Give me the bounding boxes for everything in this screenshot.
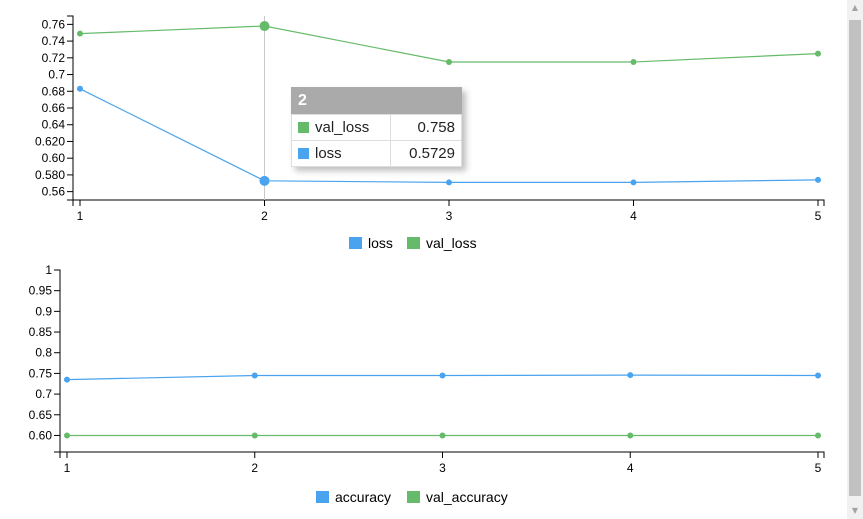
- chart-1: 0.56 0.580 0.60 0.620 0.64 0.66 0.68 0.7 0.72 0.7…: [35, 15, 825, 251]
- y-tick-label: 0.56: [42, 185, 66, 199]
- y-tick-label: 0.65: [29, 408, 53, 422]
- data-point-loss: [815, 176, 821, 183]
- data-point-loss: [446, 179, 452, 186]
- data-point-accuracy: [815, 372, 821, 379]
- data-point-val-accuracy: [251, 432, 258, 439]
- y-tick-label: 0.8: [35, 346, 52, 360]
- y-tick-label: 0.95: [29, 284, 53, 298]
- y-tick-label: 0.66: [42, 101, 66, 115]
- x-tick-label: 5: [815, 461, 822, 475]
- data-point-val-accuracy: [627, 432, 634, 439]
- data-point-val-accuracy: [439, 432, 446, 439]
- y-tick-label: 0.76: [42, 17, 66, 31]
- legend-label: accuracy: [335, 489, 391, 505]
- scroll-down-arrow-icon[interactable]: ▼: [851, 506, 859, 515]
- y-tick-label: 0.74: [42, 34, 66, 48]
- val-loss-swatch: [298, 122, 309, 133]
- y-tick-label: 0.64: [42, 118, 66, 132]
- data-point-val-loss: [259, 21, 270, 32]
- tooltip: 2 val_loss 0.758 loss 0.5729: [291, 87, 462, 167]
- tooltip-title: 2: [291, 87, 462, 114]
- tooltip-series-name: loss: [315, 145, 342, 162]
- y-tick-label: 0.620: [35, 134, 65, 148]
- x-tick-label: 5: [815, 209, 822, 223]
- chart-2: 0.60 0.65 0.7 0.75 0.8 0.85 0.9 0.95 1 1 2 3 4 5 accur…: [29, 263, 825, 505]
- data-point-accuracy: [439, 372, 446, 379]
- legend-label: val_accuracy: [426, 489, 508, 505]
- data-point-loss: [259, 175, 270, 186]
- y-axis: [54, 269, 61, 453]
- series-line-val-loss: [79, 25, 819, 63]
- x-tick-label: 1: [77, 209, 84, 223]
- tooltip-name-cell: val_loss: [291, 114, 391, 141]
- data-point-val-loss: [446, 59, 452, 65]
- tooltip-row-loss: loss 0.5729: [291, 140, 462, 167]
- x-tick-label: 4: [630, 209, 637, 223]
- tooltip-name-cell: loss: [291, 140, 391, 167]
- scrollbar-thumb[interactable]: [849, 20, 861, 496]
- data-point-val-loss: [630, 59, 637, 65]
- tooltip-value: 0.758: [390, 114, 462, 141]
- legend-label: loss: [368, 235, 393, 251]
- tooltip-value: 0.5729: [390, 140, 462, 167]
- y-tick-label: 1: [45, 263, 52, 277]
- y-tick-label: 0.580: [35, 168, 65, 182]
- data-point-val-accuracy: [64, 432, 70, 439]
- x-tick-label: 4: [627, 461, 634, 475]
- data-point-accuracy: [251, 372, 258, 379]
- data-point-val-loss: [815, 50, 821, 57]
- data-point-loss: [630, 179, 637, 186]
- y-tick-label: 0.60: [42, 151, 66, 165]
- y-tick-label: 0.72: [42, 51, 66, 65]
- x-tick-label: 3: [446, 209, 453, 223]
- y-tick-label: 0.9: [35, 304, 52, 318]
- vertical-scrollbar[interactable]: ▲ ▼: [847, 0, 863, 519]
- legend-swatch: [407, 491, 420, 503]
- y-tick-label: 0.85: [29, 325, 53, 339]
- x-tick-label: 3: [439, 461, 446, 475]
- x-tick-label: 1: [64, 461, 71, 475]
- tooltip-table: val_loss 0.758 loss 0.5729: [291, 114, 462, 167]
- y-tick-label: 0.7: [35, 387, 52, 401]
- loss-swatch: [298, 148, 309, 159]
- y-tick-label: 0.7: [48, 68, 65, 82]
- data-point-val-accuracy: [815, 432, 821, 439]
- data-point-loss: [77, 85, 83, 92]
- data-point-accuracy: [627, 372, 634, 379]
- y-tick-label: 0.68: [42, 84, 66, 98]
- data-point-accuracy: [64, 376, 70, 383]
- legend-label: val_loss: [426, 235, 477, 251]
- x-tick-label: 2: [251, 461, 258, 475]
- legend-swatch: [407, 237, 420, 249]
- y-tick-label: 0.60: [29, 428, 53, 442]
- data-point-val-loss: [77, 30, 83, 37]
- tooltip-series-name: val_loss: [315, 119, 370, 136]
- x-tick-label: 2: [261, 209, 268, 223]
- legend-swatch: [349, 237, 362, 249]
- legend-swatch: [316, 491, 329, 503]
- y-tick-label: 0.75: [29, 366, 53, 380]
- tooltip-row-val-loss: val_loss 0.758: [291, 114, 462, 141]
- scroll-up-arrow-icon[interactable]: ▲: [851, 3, 859, 12]
